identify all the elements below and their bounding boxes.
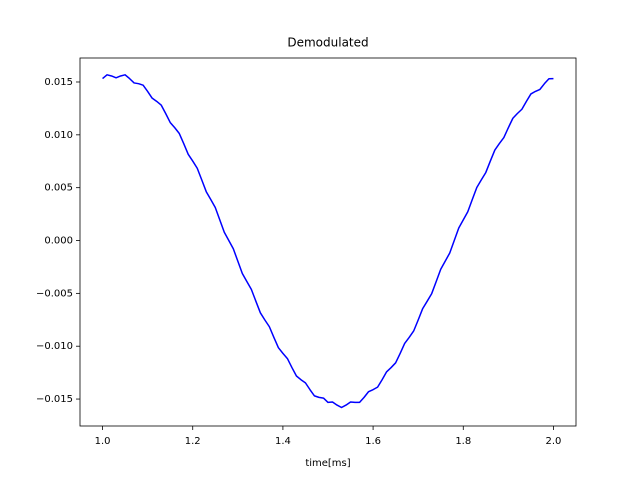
y-tick-label: 0.000: [44, 236, 73, 247]
x-tick-label: 1.2: [185, 436, 201, 447]
y-tick-label: 0.015: [44, 77, 73, 88]
axes-frame: [79, 57, 577, 427]
y-tick-label: −0.005: [36, 288, 73, 299]
x-tick-label: 1.8: [455, 436, 471, 447]
x-tick-label: 1.0: [95, 436, 111, 447]
x-tick-label: 1.6: [365, 436, 381, 447]
y-tick-label: −0.015: [36, 394, 73, 405]
y-tick-label: −0.010: [36, 341, 73, 352]
data-line: [102, 74, 554, 409]
y-tick-label: 0.010: [44, 130, 73, 141]
y-tick-label: 0.005: [44, 183, 73, 194]
x-tick-label: 2.0: [546, 436, 562, 447]
x-axis-label: time[ms]: [305, 458, 350, 469]
chart-title: Demodulated: [287, 36, 368, 50]
x-tick-label: 1.4: [275, 436, 291, 447]
